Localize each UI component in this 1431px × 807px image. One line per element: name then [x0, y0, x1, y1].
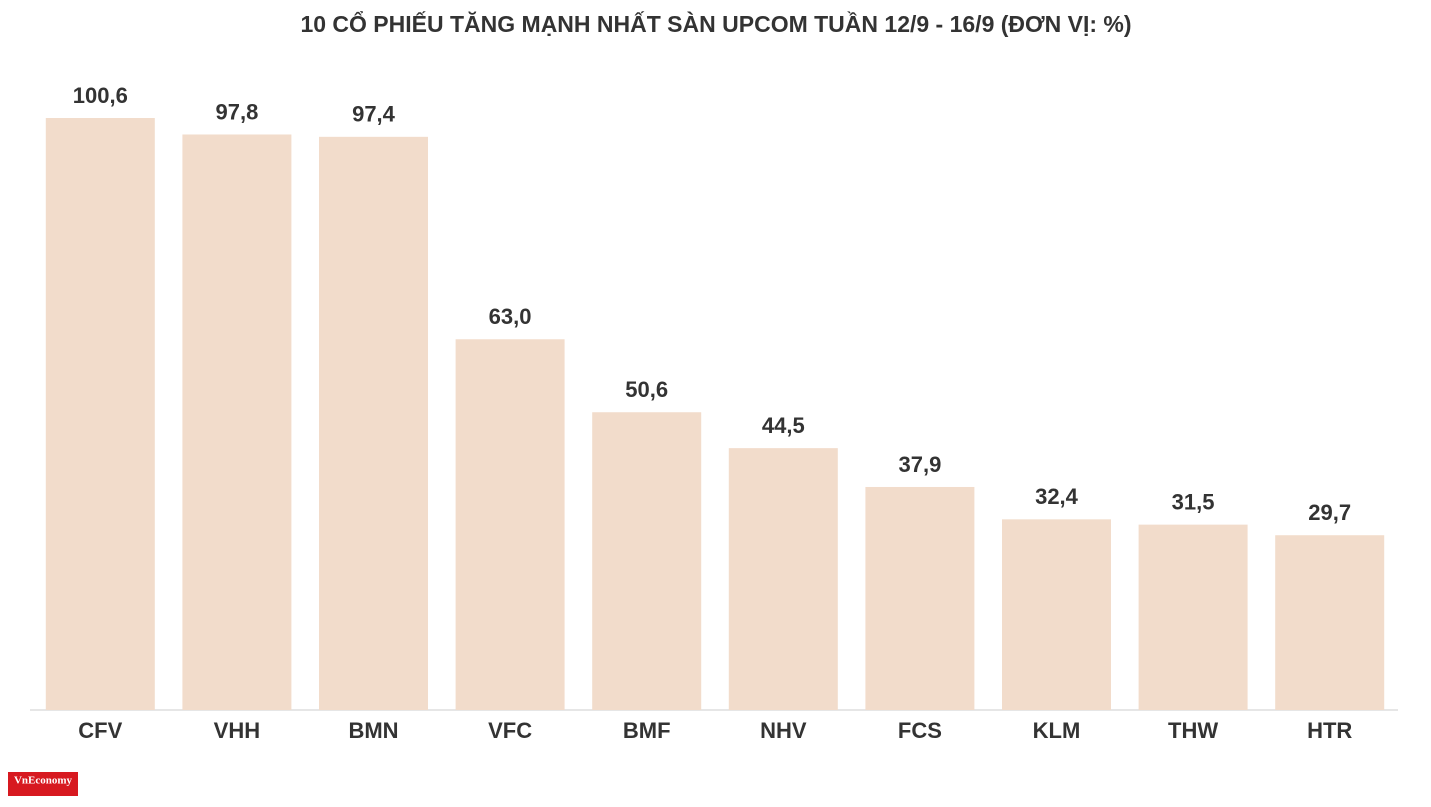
x-tick-label: NHV: [760, 718, 807, 743]
bar: [45, 118, 155, 710]
x-tick-label: CFV: [78, 718, 122, 743]
value-label: 97,8: [215, 99, 258, 124]
value-label: 37,9: [898, 452, 941, 477]
value-label: 32,4: [1035, 484, 1079, 509]
value-label: 29,7: [1308, 500, 1351, 525]
bar: [1002, 519, 1111, 710]
bar: [455, 339, 565, 710]
logo-box: [8, 772, 78, 796]
bar: [592, 412, 702, 710]
x-tick-label: BMN: [348, 718, 398, 743]
x-tick-label: KLM: [1033, 718, 1081, 743]
value-label: 31,5: [1172, 489, 1215, 514]
bar: [1138, 524, 1248, 710]
bar: [182, 134, 292, 710]
x-tick-label: THW: [1168, 718, 1218, 743]
bar: [865, 486, 975, 710]
value-label: 97,4: [352, 102, 396, 127]
x-tick-label: HTR: [1307, 718, 1352, 743]
chart-title: 10 CỔ PHIẾU TĂNG MẠNH NHẤT SÀN UPCOM TUẦ…: [300, 10, 1131, 37]
x-tick-label: BMF: [623, 718, 671, 743]
value-label: 44,5: [762, 413, 805, 438]
value-label: 50,6: [625, 377, 668, 402]
bar: [319, 136, 428, 711]
value-label: 63,0: [489, 304, 532, 329]
value-label: 100,6: [73, 83, 128, 108]
x-tick-label: FCS: [898, 718, 942, 743]
logo: VnEconomy: [14, 775, 73, 787]
bar: [1275, 535, 1385, 710]
x-tick-label: VFC: [488, 718, 532, 743]
bar: [728, 448, 838, 710]
x-tick-label: VHH: [214, 718, 260, 743]
